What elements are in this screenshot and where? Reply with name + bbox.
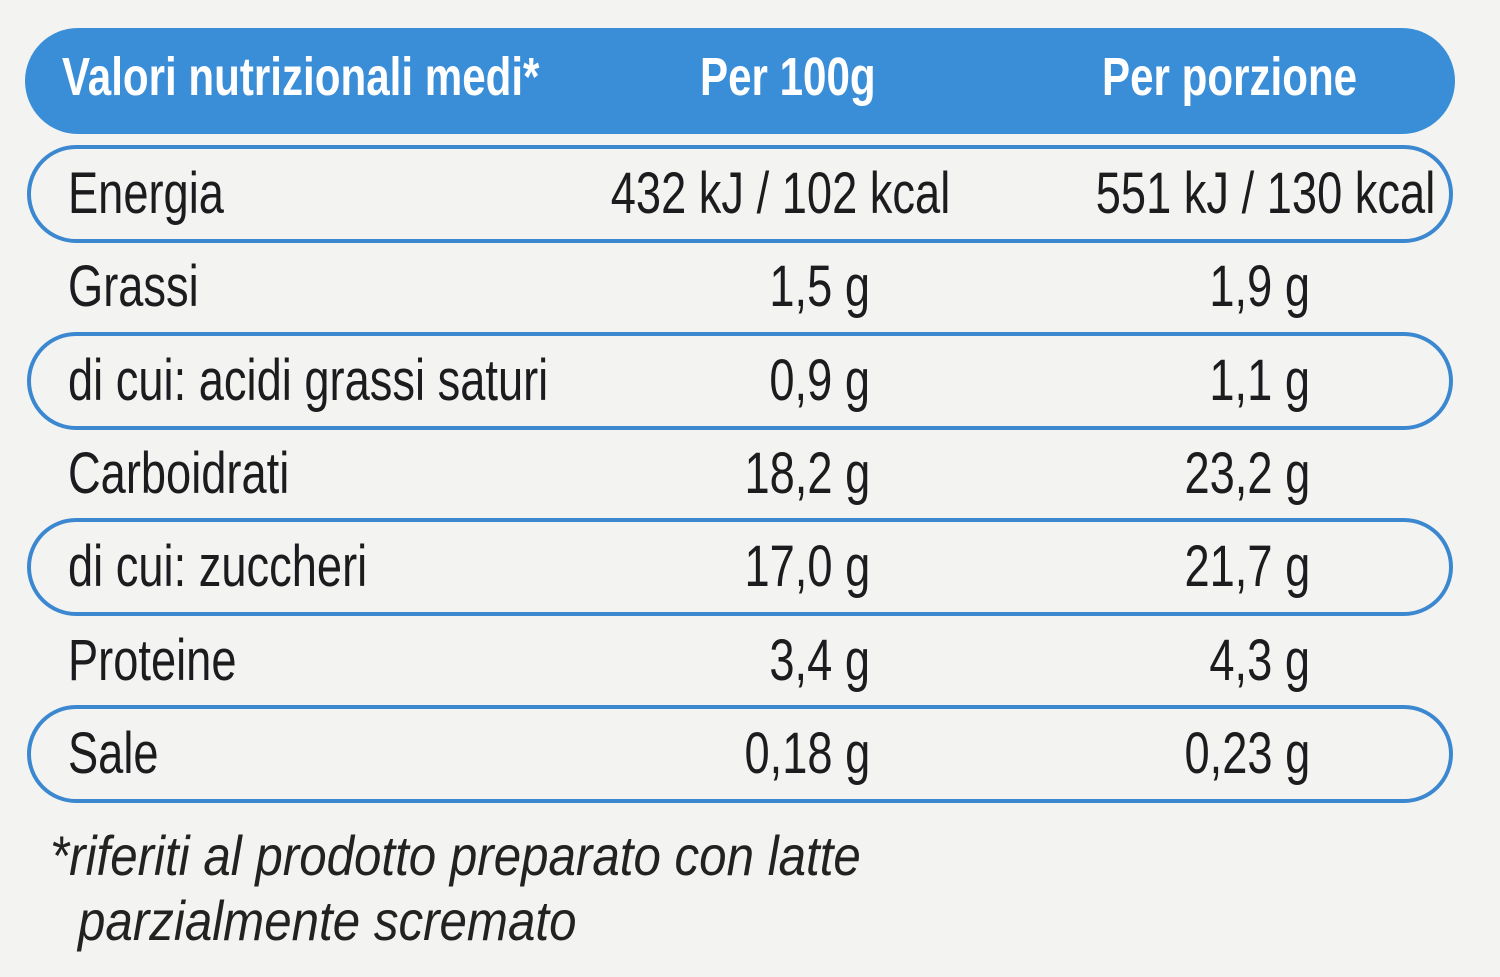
- per-portion-value: 23,2 g: [1184, 440, 1310, 506]
- header-bar: [25, 28, 1455, 134]
- per-100g-value: 1,5 g: [769, 254, 870, 320]
- per-portion-value: 551 kJ / 130 kcal: [1095, 161, 1435, 226]
- per-portion-value: 1,1 g: [1209, 347, 1310, 413]
- row-label: Grassi: [68, 254, 199, 320]
- row-label: Carboidrati: [68, 440, 290, 506]
- row-outline: [27, 518, 1453, 617]
- row-label: Energia: [68, 161, 224, 226]
- row-label: Proteine: [68, 627, 237, 693]
- row-outline: [27, 145, 1453, 243]
- row-outline: [27, 704, 1453, 803]
- per-portion-value: 4,3 g: [1209, 627, 1310, 693]
- per-100g-value: 17,0 g: [744, 534, 870, 600]
- row-label: Sale: [68, 720, 159, 786]
- per-100g-value: 3,4 g: [769, 627, 870, 693]
- per-100g-value: 18,2 g: [744, 440, 870, 506]
- header-cell: Valori nutrizionali medi*: [62, 47, 540, 107]
- row-label: di cui: zuccheri: [68, 534, 368, 600]
- per-100g-value: 432 kJ / 102 kcal: [610, 161, 950, 226]
- footnote-line: *riferiti al prodotto preparato con latt…: [50, 824, 861, 887]
- per-portion-value: 0,23 g: [1184, 720, 1310, 786]
- per-100g-value: 0,9 g: [769, 347, 870, 413]
- per-portion-value: 21,7 g: [1184, 534, 1310, 600]
- footnote-line: parzialmente scremato: [78, 889, 577, 952]
- header-cell: Per porzione: [1102, 47, 1358, 107]
- header-cell: Per 100g: [700, 47, 876, 107]
- row-label: di cui: acidi grassi saturi: [68, 347, 549, 413]
- row-outline: [27, 331, 1453, 430]
- per-100g-value: 0,18 g: [744, 720, 870, 786]
- per-portion-value: 1,9 g: [1209, 254, 1310, 320]
